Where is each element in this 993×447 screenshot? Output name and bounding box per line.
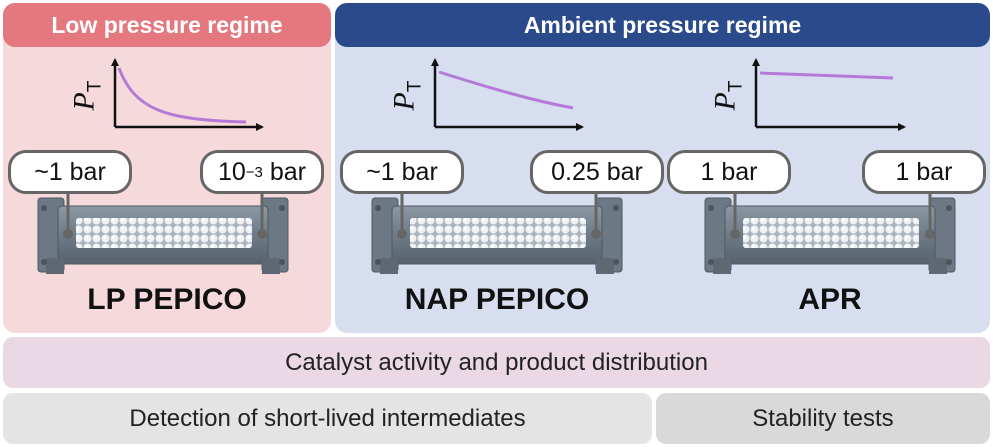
stability-bar: Stability tests [656, 393, 990, 444]
low-pressure-header: Low pressure regime [3, 3, 331, 47]
detection-bar-label: Detection of short-lived intermediates [129, 404, 526, 432]
low-pressure-title: Low pressure regime [51, 11, 283, 38]
ambient-pressure-title: Ambient pressure regime [523, 11, 802, 38]
pressure-plot-apr [752, 58, 906, 131]
lp-inlet-pressure: ~1 bar [8, 150, 132, 194]
activity-bar-label: Catalyst activity and product distributi… [285, 348, 708, 376]
axis-label-apr: PT [708, 80, 747, 111]
probe-lines [66, 192, 932, 232]
pressure-plot-nap [431, 58, 584, 131]
reactor-name-lp: LP PEPICO [87, 283, 247, 316]
apr-outlet-pressure: 1 bar [862, 150, 986, 194]
probe-tips [63, 229, 935, 239]
stability-bar-label: Stability tests [752, 404, 894, 432]
nap-inlet-pressure: ~1 bar [340, 150, 464, 194]
reactor-name-apr: APR [798, 283, 862, 316]
reactor-nap [371, 197, 623, 275]
activity-bar: Catalyst activity and product distributi… [3, 337, 990, 388]
reactor-apr [704, 197, 956, 275]
axis-label-lp: PT [67, 80, 106, 111]
pressure-plot-lp [111, 58, 264, 131]
detection-bar: Detection of short-lived intermediates [3, 393, 652, 444]
apr-inlet-pressure: 1 bar [667, 150, 791, 194]
nap-outlet-pressure: 0.25 bar [530, 150, 664, 194]
axis-label-nap: PT [387, 80, 426, 111]
reactor-name-nap: NAP PEPICO [404, 283, 590, 316]
pressure-curve-apr [759, 71, 894, 80]
reactor-lp [37, 197, 289, 275]
pressure-curve-nap [438, 70, 574, 110]
ambient-pressure-header: Ambient pressure regime [335, 3, 990, 47]
pressure-curve-lp [117, 67, 247, 124]
lp-outlet-pressure: 10 −3 bar [200, 150, 324, 194]
